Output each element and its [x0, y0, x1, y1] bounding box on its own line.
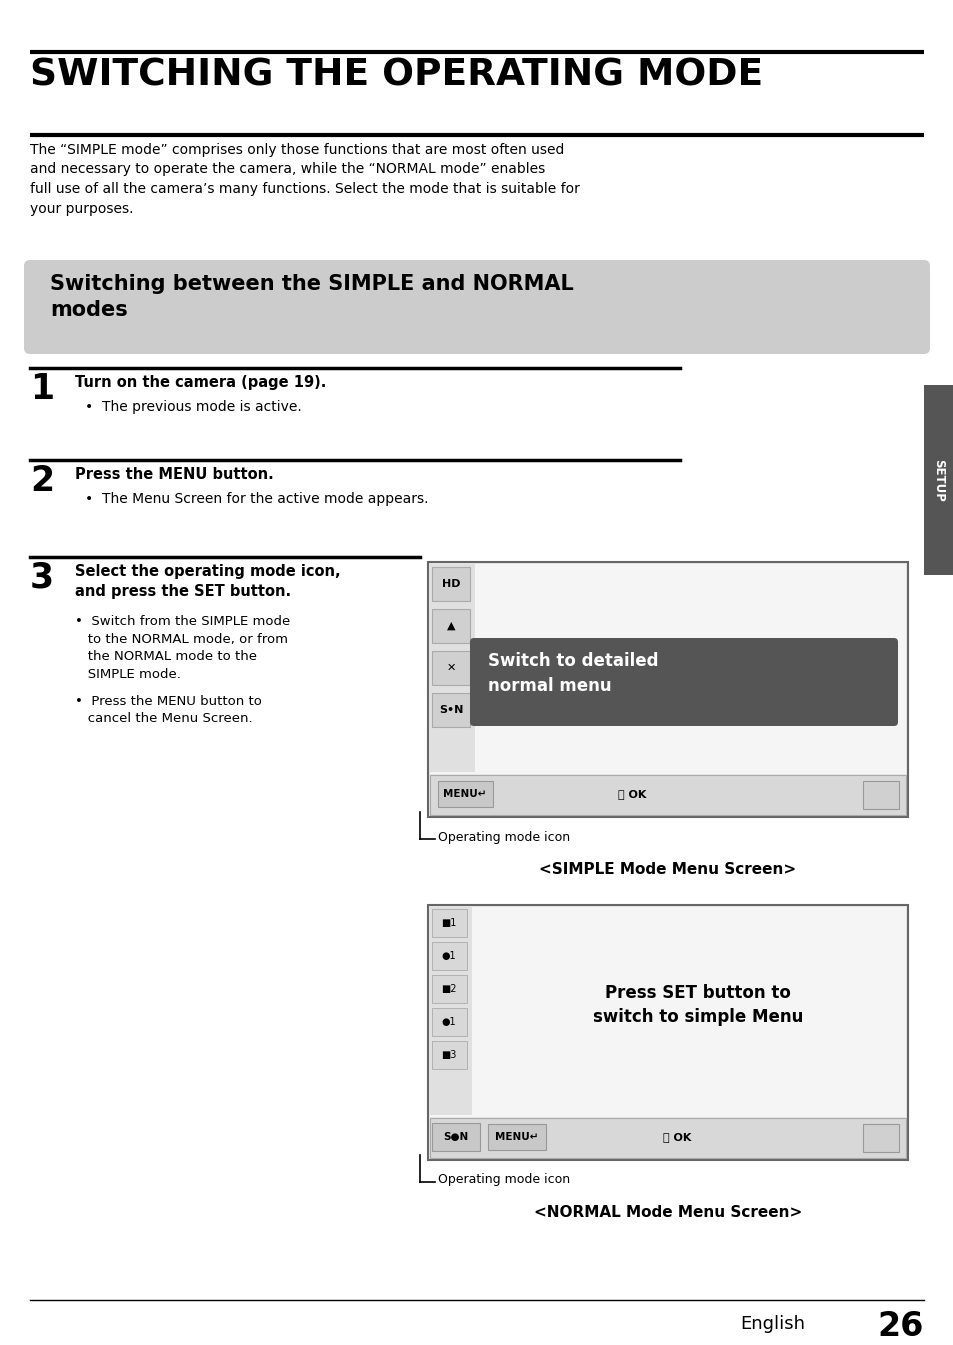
- Bar: [488, 1124, 545, 1150]
- Text: The “SIMPLE mode” comprises only those functions that are most often used
and ne: The “SIMPLE mode” comprises only those f…: [30, 143, 579, 215]
- Text: Switch to detailed
normal menu: Switch to detailed normal menu: [488, 652, 658, 695]
- Text: Switching between the SIMPLE and NORMAL
modes: Switching between the SIMPLE and NORMAL …: [50, 274, 573, 320]
- Text: SETUP: SETUP: [931, 459, 944, 502]
- Text: •  The previous mode is active.: • The previous mode is active.: [85, 399, 301, 414]
- Text: MENU↵: MENU↵: [443, 790, 486, 799]
- Bar: [923, 385, 953, 576]
- Text: ■3: ■3: [441, 1050, 456, 1060]
- Text: SWITCHING THE OPERATING MODE: SWITCHING THE OPERATING MODE: [30, 58, 762, 94]
- Text: 26: 26: [877, 1310, 923, 1344]
- Text: Operating mode icon: Operating mode icon: [437, 1173, 570, 1186]
- Bar: [430, 907, 472, 1115]
- Text: ■1: ■1: [441, 919, 456, 928]
- Bar: [432, 975, 467, 1003]
- Text: S●N: S●N: [443, 1132, 468, 1142]
- Text: Operating mode icon: Operating mode icon: [437, 830, 570, 843]
- Bar: [428, 562, 907, 816]
- Text: •  Switch from the SIMPLE mode
   to the NORMAL mode, or from
   the NORMAL mode: • Switch from the SIMPLE mode to the NOR…: [75, 615, 290, 681]
- Text: English: English: [740, 1315, 804, 1333]
- Bar: [862, 1124, 898, 1153]
- Bar: [430, 564, 905, 773]
- Bar: [432, 1007, 467, 1036]
- FancyBboxPatch shape: [470, 638, 897, 726]
- Text: <SIMPLE Mode Menu Screen>: <SIMPLE Mode Menu Screen>: [538, 862, 796, 877]
- Text: <NORMAL Mode Menu Screen>: <NORMAL Mode Menu Screen>: [534, 1205, 801, 1220]
- Text: ✕: ✕: [446, 663, 456, 672]
- FancyBboxPatch shape: [24, 260, 929, 354]
- Text: Turn on the camera (page 19).: Turn on the camera (page 19).: [75, 375, 326, 390]
- Bar: [862, 781, 898, 808]
- Text: 1: 1: [30, 373, 54, 406]
- Bar: [432, 609, 470, 643]
- Bar: [432, 909, 467, 937]
- Text: Press SET button to
switch to simple Menu: Press SET button to switch to simple Men…: [592, 983, 802, 1026]
- Bar: [432, 941, 467, 970]
- Bar: [428, 905, 907, 1159]
- Text: ●1: ●1: [441, 1017, 456, 1028]
- Text: Press the MENU button.: Press the MENU button.: [75, 467, 274, 482]
- Bar: [430, 907, 905, 1116]
- Text: Ⓞ OK: Ⓞ OK: [662, 1132, 691, 1142]
- Bar: [432, 568, 470, 601]
- Text: MENU↵: MENU↵: [495, 1132, 538, 1142]
- Text: •  Press the MENU button to
   cancel the Menu Screen.: • Press the MENU button to cancel the Me…: [75, 695, 262, 725]
- Bar: [430, 775, 905, 815]
- Text: Ⓞ OK: Ⓞ OK: [618, 790, 646, 799]
- Text: •  The Menu Screen for the active mode appears.: • The Menu Screen for the active mode ap…: [85, 492, 428, 506]
- Text: 3: 3: [30, 561, 54, 594]
- Text: ▲: ▲: [446, 621, 455, 631]
- Text: 2: 2: [30, 464, 54, 498]
- Bar: [437, 781, 493, 807]
- Text: HD: HD: [441, 578, 459, 589]
- Bar: [432, 1123, 479, 1151]
- Text: Select the operating mode icon,
and press the SET button.: Select the operating mode icon, and pres…: [75, 564, 340, 599]
- Text: ●1: ●1: [441, 951, 456, 960]
- Bar: [430, 564, 475, 772]
- Bar: [432, 651, 470, 685]
- Bar: [430, 1118, 905, 1158]
- Text: ■2: ■2: [441, 985, 456, 994]
- Bar: [432, 693, 470, 728]
- Bar: [432, 1041, 467, 1069]
- Text: S•N: S•N: [438, 705, 463, 716]
